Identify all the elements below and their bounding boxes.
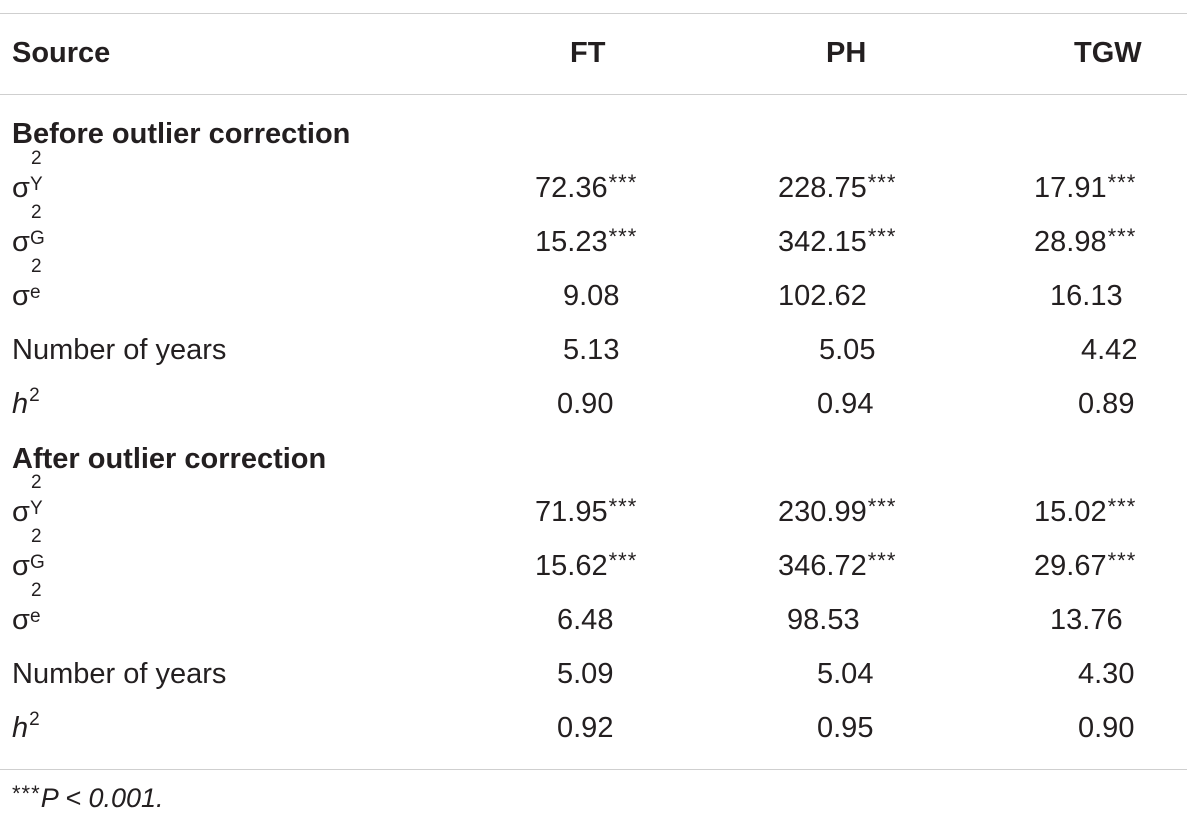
cell-ft: 15.23*** xyxy=(535,224,638,258)
cell-tgw: 13.76 xyxy=(1050,604,1123,636)
footnote-text: P < 0.001. xyxy=(40,783,164,813)
cell-ph: 230.99*** xyxy=(778,494,897,528)
cell-ft: 5.13 xyxy=(563,334,620,366)
cell-ft: 72.36*** xyxy=(535,170,638,204)
table-row: h2 0.90 0.94 0.89 xyxy=(0,378,1187,430)
cell-ft: 0.92 xyxy=(557,712,614,744)
cell-tgw: 16.13 xyxy=(1050,280,1123,312)
cell-ph: 0.94 xyxy=(817,388,874,420)
cell-ph: 5.04 xyxy=(817,658,874,690)
footnote-stars: *** xyxy=(12,781,41,806)
cell-ph: 0.95 xyxy=(817,712,874,744)
row-label-heritability: h2 xyxy=(12,709,40,744)
cell-tgw: 29.67*** xyxy=(1034,548,1137,582)
table-row: h2 0.92 0.95 0.90 xyxy=(0,702,1187,754)
header-source: Source xyxy=(12,37,111,69)
cell-ft: 5.09 xyxy=(557,658,614,690)
cell-tgw: 15.02*** xyxy=(1034,494,1137,528)
table-row: Number of years 5.13 5.05 4.42 xyxy=(0,324,1187,376)
header-tgw: TGW xyxy=(1074,37,1142,69)
cell-tgw: 0.90 xyxy=(1078,712,1135,744)
section-title-before: Before outlier correction xyxy=(12,118,351,150)
table-top-rule xyxy=(0,13,1187,14)
cell-ph: 342.15*** xyxy=(778,224,897,258)
table-header-rule xyxy=(0,94,1187,95)
table-footnote: ***P < 0.001. xyxy=(12,774,164,822)
cell-ft: 0.90 xyxy=(557,388,614,420)
header-ph: PH xyxy=(826,37,867,69)
cell-ph: 228.75*** xyxy=(778,170,897,204)
cell-ft: 9.08 xyxy=(563,280,620,312)
row-label-number-of-years: Number of years xyxy=(12,658,227,690)
header-ft: FT xyxy=(570,37,606,69)
table-row: Number of years 5.09 5.04 4.30 xyxy=(0,648,1187,700)
cell-ft: 6.48 xyxy=(557,604,614,636)
cell-ph: 102.62 xyxy=(778,280,867,312)
cell-ph: 98.53 xyxy=(787,604,860,636)
row-label-heritability: h2 xyxy=(12,385,40,420)
cell-tgw: 28.98*** xyxy=(1034,224,1137,258)
row-label-number-of-years: Number of years xyxy=(12,334,227,366)
cell-tgw: 4.30 xyxy=(1078,658,1135,690)
table-header-row: Source FT PH TGW xyxy=(0,27,1187,79)
cell-tgw: 17.91*** xyxy=(1034,170,1137,204)
table-bottom-rule xyxy=(0,769,1187,770)
cell-ft: 71.95*** xyxy=(535,494,638,528)
cell-ft: 15.62*** xyxy=(535,548,638,582)
cell-tgw: 0.89 xyxy=(1078,388,1135,420)
cell-ph: 346.72*** xyxy=(778,548,897,582)
cell-tgw: 4.42 xyxy=(1081,334,1138,366)
cell-ph: 5.05 xyxy=(819,334,876,366)
section-title-after: After outlier correction xyxy=(12,443,327,475)
